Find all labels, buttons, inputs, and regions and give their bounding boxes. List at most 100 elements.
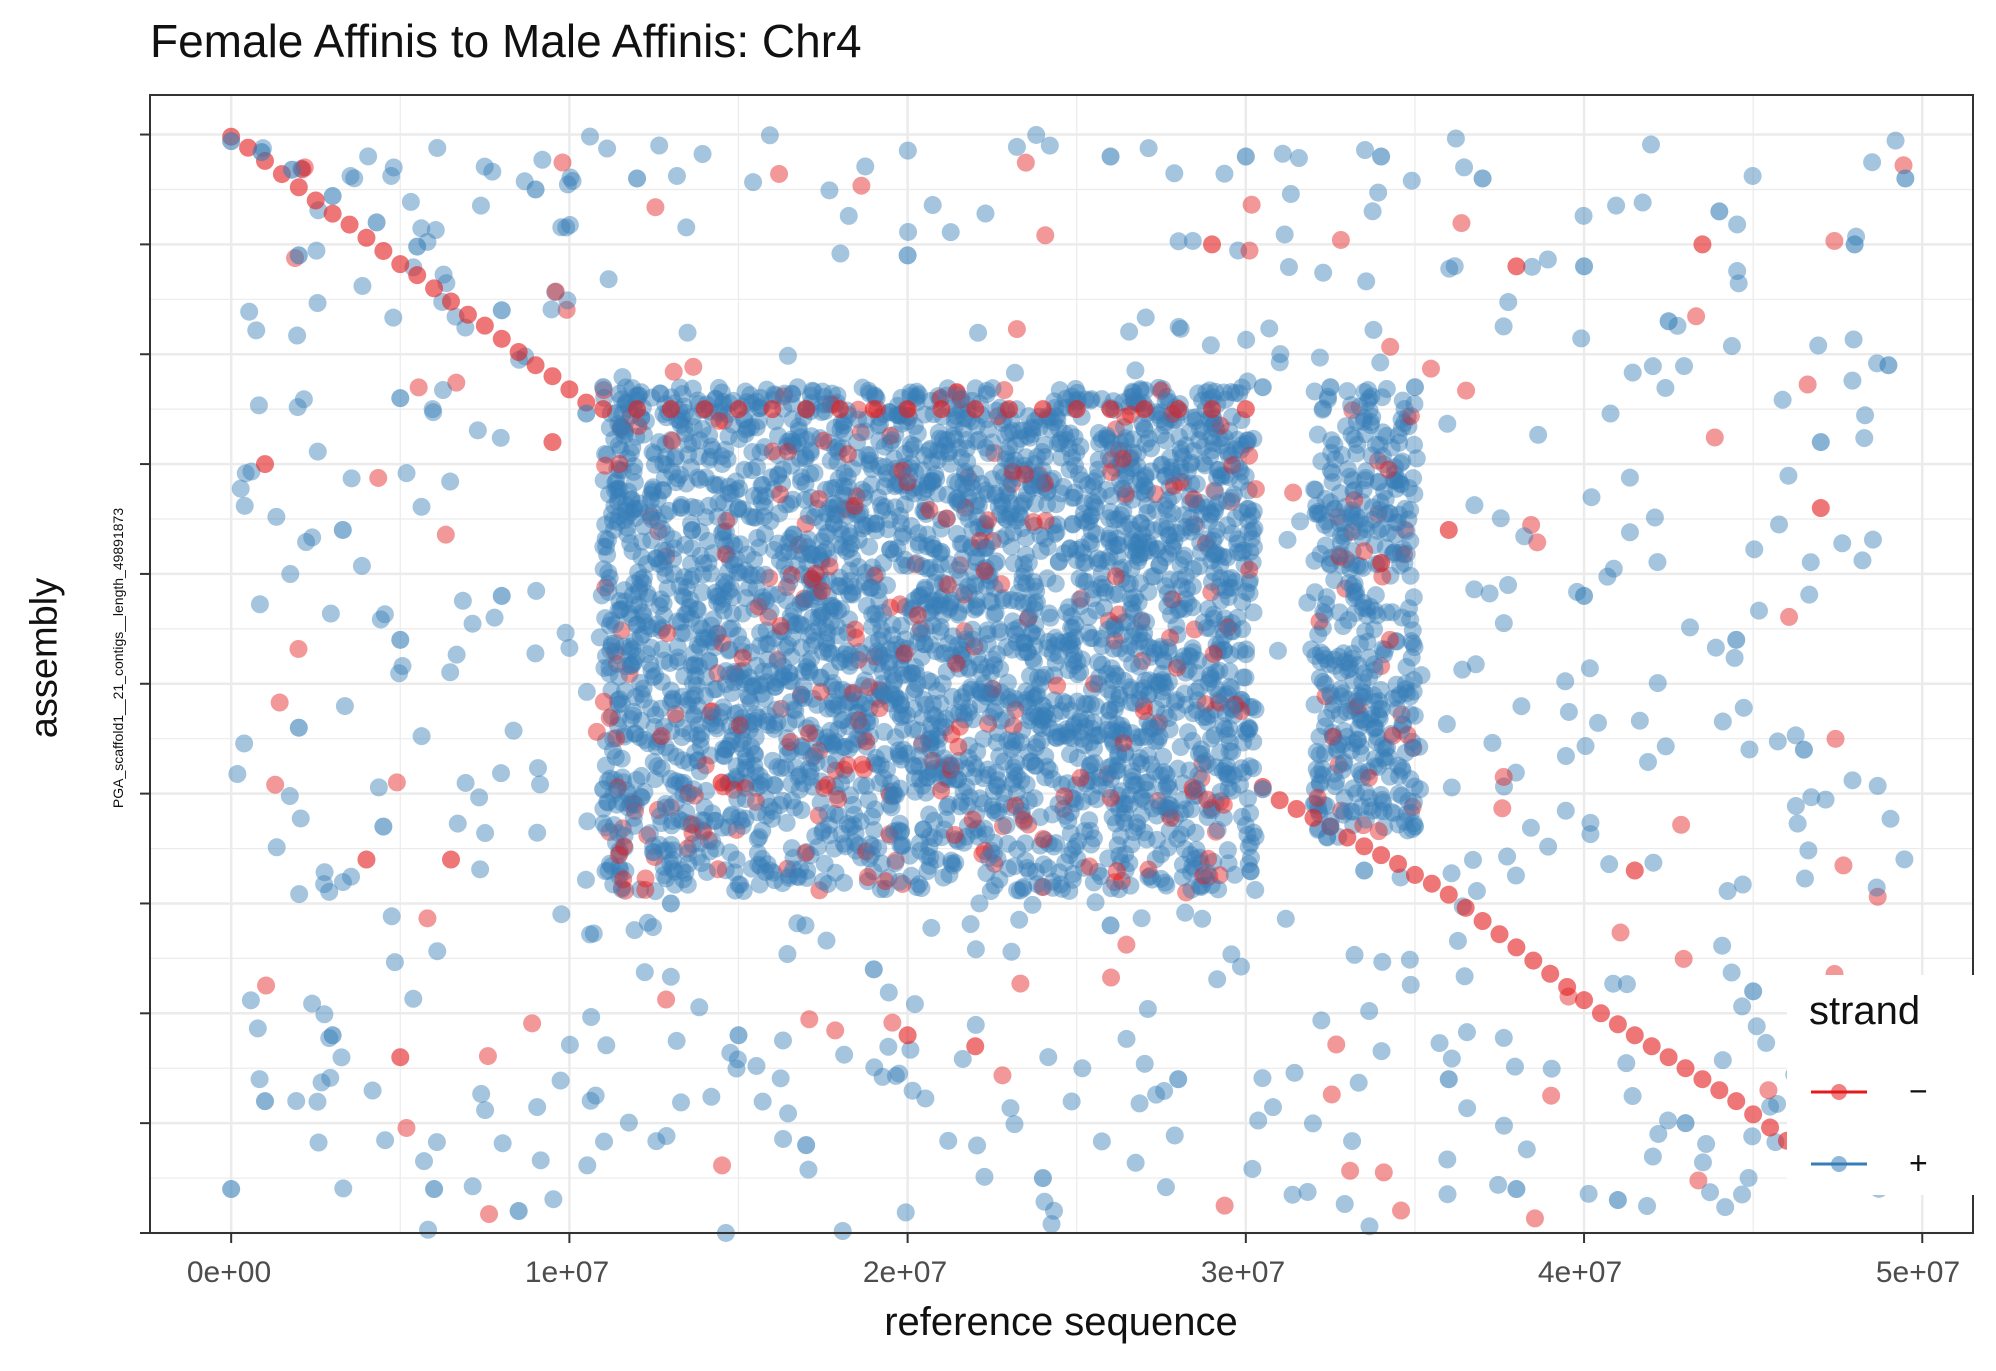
scatter-point — [1770, 515, 1789, 534]
scatter-point — [615, 837, 634, 856]
scatter-point — [723, 619, 742, 638]
data-point — [1575, 586, 1594, 605]
scatter-point — [312, 1073, 331, 1092]
scatter-point — [798, 538, 817, 557]
scatter-point — [1016, 153, 1035, 172]
data-point — [1169, 400, 1188, 419]
scatter-point — [643, 443, 662, 462]
scatter-point — [654, 454, 673, 473]
scatter-point — [1644, 853, 1663, 872]
data-point — [425, 1180, 444, 1199]
scatter-point — [626, 724, 645, 743]
scatter-point — [1178, 579, 1197, 598]
scatter-point — [952, 688, 971, 707]
scatter-point — [938, 768, 957, 787]
scatter-point — [1220, 578, 1239, 597]
scatter-point — [1139, 139, 1158, 158]
scatter-point — [816, 734, 835, 753]
scatter-point — [726, 665, 745, 684]
scatter-point — [418, 909, 437, 928]
scatter-point — [1768, 732, 1787, 751]
scatter-point — [976, 204, 995, 223]
scatter-point — [904, 683, 923, 702]
scatter-point — [1201, 669, 1220, 688]
scatter-point — [1041, 608, 1060, 627]
scatter-point — [713, 1156, 732, 1175]
scatter-point — [1779, 466, 1798, 485]
scatter-point — [1124, 383, 1143, 402]
scatter-point — [636, 869, 655, 888]
scatter-point — [981, 684, 1000, 703]
scatter-point — [1025, 516, 1044, 535]
data-point — [425, 279, 444, 298]
scatter-point — [598, 530, 617, 549]
scatter-point — [1215, 164, 1234, 183]
scatter-point — [1617, 975, 1636, 994]
scatter-point — [476, 824, 495, 843]
scatter-point — [1483, 733, 1502, 752]
scatter-point — [556, 623, 575, 642]
legend-item-minus: − — [1809, 1067, 1969, 1117]
scatter-point — [1014, 810, 1033, 829]
scatter-point — [1178, 723, 1197, 742]
scatter-point — [890, 814, 909, 833]
scatter-point — [939, 1131, 958, 1150]
scatter-point — [715, 411, 734, 430]
scatter-point — [1084, 873, 1103, 892]
scatter-point — [684, 780, 703, 799]
scatter-point — [1077, 710, 1096, 729]
scatter-point — [1218, 491, 1237, 510]
scatter-point — [1494, 317, 1513, 336]
scatter-point — [975, 1167, 994, 1186]
scatter-point — [1062, 1092, 1081, 1111]
scatter-point — [533, 150, 552, 169]
scatter-point — [1033, 668, 1052, 687]
scatter-point — [825, 839, 844, 858]
scatter-point — [990, 747, 1009, 766]
legend-item-plus: + — [1809, 1139, 1969, 1189]
scatter-point — [250, 595, 269, 614]
scatter-point — [822, 384, 841, 403]
scatter-point — [1000, 471, 1019, 490]
scatter-point — [954, 704, 973, 723]
scatter-point — [428, 942, 447, 961]
scatter-point — [760, 797, 779, 816]
scatter-point — [736, 758, 755, 777]
scatter-point — [1284, 483, 1303, 502]
scatter-point — [1182, 408, 1201, 427]
scatter-point — [937, 810, 956, 829]
scatter-point — [1224, 706, 1243, 725]
scatter-point — [1082, 680, 1101, 699]
scatter-point — [1020, 711, 1039, 730]
scatter-point — [597, 1036, 616, 1055]
scatter-point — [1356, 141, 1375, 160]
scatter-point — [1211, 633, 1230, 652]
scatter-point — [1346, 604, 1365, 623]
data-point — [898, 400, 917, 419]
scatter-point — [1156, 413, 1175, 432]
scatter-point — [629, 596, 648, 615]
scatter-point — [652, 727, 671, 746]
scatter-point — [663, 431, 682, 450]
scatter-point — [1005, 762, 1024, 781]
scatter-point — [1164, 539, 1183, 558]
scatter-point — [1127, 540, 1146, 559]
scatter-point — [614, 870, 633, 889]
scatter-point — [922, 473, 941, 492]
scatter-point — [742, 566, 761, 585]
x-tick-label: 0e+00 — [186, 1256, 272, 1289]
scatter-point — [1185, 620, 1204, 639]
scatter-point — [1027, 125, 1046, 144]
scatter-point — [744, 677, 763, 696]
scatter-point — [320, 882, 339, 901]
scatter-point — [1016, 634, 1035, 653]
scatter-point — [607, 654, 626, 673]
scatter-point — [1181, 455, 1200, 474]
scatter-point — [833, 1222, 852, 1241]
scatter-point — [1124, 776, 1143, 795]
scatter-point — [1305, 480, 1324, 499]
scatter-point — [1291, 512, 1310, 531]
scatter-point — [717, 739, 736, 758]
scatter-point — [266, 775, 285, 794]
scatter-point — [978, 634, 997, 653]
